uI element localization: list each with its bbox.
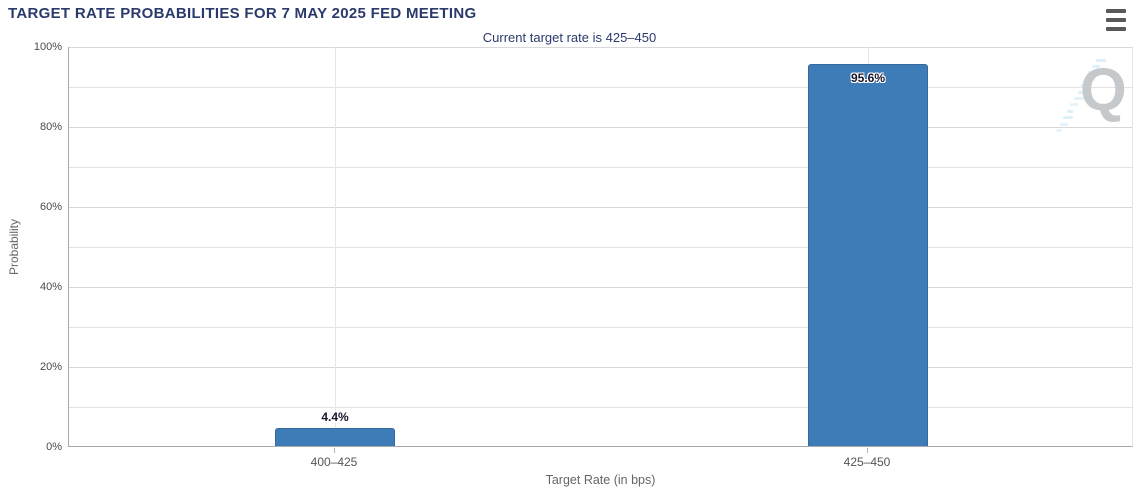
y-tick-label: 100% [33, 41, 62, 53]
watermark-dash [1077, 90, 1084, 94]
gridline-v [335, 47, 336, 446]
watermark-dash [1070, 103, 1079, 107]
x-tick-mark [334, 448, 335, 453]
y-axis-title: Probability [7, 218, 21, 276]
plot-area: 4.4% 95.6% [68, 47, 1133, 447]
quikstrike-q-watermark-logo: Q [1080, 56, 1127, 123]
y-tick-label: 80% [39, 121, 62, 133]
gridline-h [69, 87, 1132, 88]
x-axis-title: Target Rate (in bps) [545, 473, 656, 487]
probability-bar[interactable] [275, 428, 395, 446]
watermark-dash [1095, 58, 1106, 62]
gridline-h [69, 407, 1132, 408]
watermark-dash [1074, 97, 1084, 100]
hamburger-bar [1106, 9, 1126, 13]
chart-subtitle: Current target rate is 425–450 [482, 30, 657, 45]
y-tick-label: 60% [39, 201, 62, 213]
watermark-dash [1088, 71, 1095, 75]
y-tick-label: 20% [39, 361, 62, 373]
watermark-dash [1056, 129, 1062, 132]
probability-bar[interactable] [808, 63, 928, 446]
gridline-h [69, 47, 1132, 48]
gridline-h [69, 127, 1132, 128]
watermark-dash [1092, 65, 1100, 68]
gridline-h [69, 207, 1132, 208]
watermark-dash [1066, 109, 1073, 113]
watermark-dash [1059, 122, 1068, 126]
x-category-label: 425–450 [843, 455, 891, 469]
x-category-label: 400–425 [310, 455, 358, 469]
gridline-h [69, 247, 1132, 248]
y-tick-label: 0% [46, 441, 62, 453]
hamburger-bar [1106, 18, 1126, 22]
watermark-dash [1063, 116, 1074, 120]
y-tick-label: 40% [39, 281, 62, 293]
page-title: TARGET RATE PROBABILITIES FOR 7 MAY 2025… [8, 5, 477, 22]
gridline-h [69, 287, 1132, 288]
gridline-h [69, 367, 1132, 368]
bar-value-label: 4.4% [321, 410, 349, 425]
gridline-h [69, 327, 1132, 328]
watermark-dash [1081, 84, 1090, 88]
gridline-h [69, 167, 1132, 168]
hamburger-menu-icon[interactable] [1106, 9, 1128, 35]
watermark-dash [1084, 77, 1095, 81]
bar-value-label: 95.6% [850, 70, 886, 85]
x-tick-mark [867, 448, 868, 453]
hamburger-bar [1106, 27, 1126, 31]
